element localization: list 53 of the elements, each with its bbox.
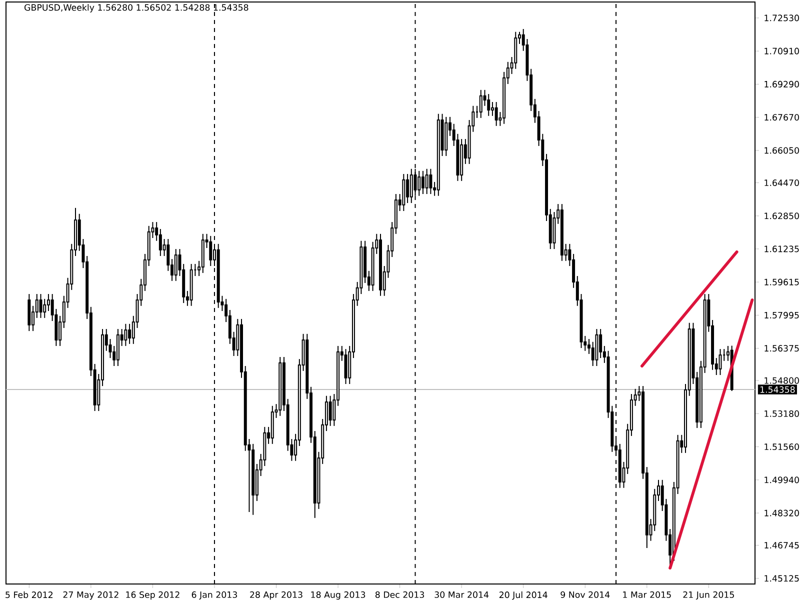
candlestick (328, 395, 332, 426)
y-tick-label: 1.49940 (764, 476, 799, 484)
y-tick-label: 1.45125 (764, 575, 799, 582)
y-tick-label: 1.59615 (764, 278, 799, 286)
x-tick-label: 1 Mar 2015 (623, 591, 671, 598)
candlestick (487, 94, 490, 116)
y-tick-label: 1.66050 (764, 147, 799, 154)
candlestick (406, 173, 410, 204)
x-tick-label: 20 Jul 2014 (499, 591, 548, 600)
candlestick (418, 170, 421, 196)
x-tick-label: 28 Apr 2013 (250, 591, 302, 600)
candlestick (718, 348, 722, 376)
candlestick (124, 323, 128, 346)
y-tick-label: 1.70910 (764, 48, 799, 54)
x-tick-label: 9 Nov 2014 (560, 591, 610, 598)
x-tick-label: 30 Mar 2014 (434, 591, 489, 598)
candlestick (425, 168, 428, 195)
candlestick (429, 168, 432, 195)
y-tick-label: 1.72530 (764, 14, 799, 22)
y-tick-label: 1.67670 (764, 114, 799, 121)
x-tick-label: 8 Dec 2013 (375, 591, 424, 598)
candlestick (494, 101, 498, 126)
y-tick-label: 1.51560 (764, 444, 799, 450)
y-tick-label: 1.57995 (764, 312, 799, 318)
candlestick (479, 89, 482, 118)
x-tick-label: 27 May 2012 (63, 591, 118, 600)
x-tick-label: 21 Jun 2015 (683, 591, 734, 600)
candlestick (421, 170, 424, 195)
y-tick-label: 1.46745 (764, 542, 799, 549)
candlestick (158, 228, 162, 256)
x-tick-label: 16 Sep 2012 (126, 591, 180, 600)
candlestick (46, 294, 50, 312)
candlestick (174, 248, 178, 282)
x-tick-label: 5 Feb 2012 (6, 591, 52, 598)
y-tick-label: 1.48320 (764, 510, 799, 516)
candlestick (128, 323, 132, 344)
y-tick-label: 1.53180 (764, 410, 799, 417)
candlestick (490, 101, 494, 116)
ref-line-label: 1.54358 (760, 386, 795, 393)
candlestick (209, 235, 212, 267)
candlestick (410, 168, 413, 204)
y-tick-label: 1.62850 (764, 212, 799, 220)
candlestick (599, 328, 602, 359)
chart-title: GBPUSD,Weekly 1.56280 1.56502 1.54288 1.54358 (24, 4, 248, 12)
y-tick-label: 1.61235 (764, 246, 799, 252)
y-tick-label: 1.56375 (764, 345, 799, 352)
y-tick-label: 1.54800 (764, 377, 799, 384)
candlestick (166, 238, 170, 272)
x-tick-label: 6 Jan 2013 (192, 591, 237, 600)
x-tick-label: 18 Aug 2013 (311, 591, 366, 600)
candlestick (43, 298, 46, 318)
y-tick-label: 1.69290 (764, 80, 799, 88)
y-tick-label: 1.64470 (764, 180, 799, 186)
